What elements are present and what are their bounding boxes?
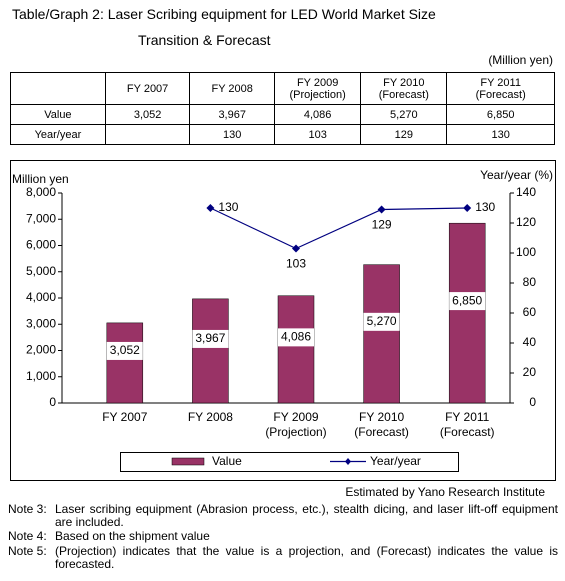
table-cell: 103	[273, 124, 362, 145]
header-cell: FY 2010 (Forecast)	[360, 72, 448, 105]
data-label: 3,967	[195, 331, 225, 345]
marker	[463, 204, 472, 212]
data-label-box	[449, 292, 486, 311]
data-label: 130	[475, 200, 495, 214]
header-line: (Forecast)	[475, 88, 526, 101]
header-line: FY 2009	[296, 76, 339, 89]
y2-tick-label: 140	[516, 185, 536, 199]
header-cell: FY 2009 (Projection)	[273, 72, 362, 105]
table-row: Value 3,052 3,967 4,086 5,270 6,850	[10, 104, 555, 125]
y2-tick-label: 20	[523, 365, 537, 379]
note: Note 4: Based on the shipment value	[8, 530, 558, 543]
marker	[377, 205, 386, 214]
y2-tick-label: 120	[516, 215, 536, 229]
y-axis-label: Million yen	[12, 172, 69, 186]
bar	[363, 264, 400, 404]
bar	[192, 298, 229, 404]
header-line: FY 2010	[383, 76, 425, 89]
bar	[277, 295, 315, 404]
header-cell: FY 2008	[189, 72, 275, 105]
chart-frame	[10, 160, 556, 481]
y-tick-label: 0	[49, 395, 56, 409]
x-tick-label: FY 2007	[102, 410, 147, 424]
table-row: Year/year 130 103 129 130	[10, 124, 555, 145]
line	[210, 207, 468, 250]
title-line: Table/Graph 2: Laser Scribing equipment …	[12, 6, 436, 22]
y-tick-label: 2,000	[26, 343, 56, 357]
note-text: Laser scribing equipment (Abrasion proce…	[55, 502, 558, 529]
legend-label: Value	[212, 454, 242, 468]
x-tick-label: (Projection)	[265, 425, 326, 439]
marker	[292, 244, 300, 253]
legend-swatch	[171, 457, 205, 466]
data-label: 130	[218, 200, 238, 214]
y2-tick-label: 40	[523, 335, 537, 349]
data-table: FY 2007 FY 2008 FY 2009 (Projection) FY 2010…	[10, 72, 555, 145]
data-label-box	[192, 329, 229, 348]
table-cell: 129	[360, 124, 448, 145]
y2-tick-label: 0	[529, 395, 536, 409]
source: Estimated by Yano Research Institute	[345, 485, 545, 499]
data-label: 3,052	[110, 343, 140, 357]
x-tick-label: FY 2009	[273, 410, 318, 424]
note: Note 5: (Projection) indicates that the v…	[8, 545, 558, 571]
note-label: Note 3:	[8, 502, 47, 516]
data-label-box	[106, 341, 143, 360]
x-tick-label: (Forecast)	[354, 425, 409, 439]
x-tick-label: FY 2011	[445, 410, 490, 424]
title-line: Transition & Forecast	[138, 32, 271, 48]
y2-tick-label: 100	[516, 245, 536, 259]
data-label-box	[363, 312, 400, 331]
data-label: 4,086	[281, 330, 311, 344]
corner-cell	[10, 72, 106, 105]
legend	[120, 452, 459, 472]
y-tick-label: 5,000	[26, 264, 56, 278]
y2-axis-label: Year/year (%)	[480, 168, 553, 182]
legend-label: Year/year	[370, 454, 421, 468]
bar	[448, 222, 486, 404]
header-line: (Forecast)	[378, 88, 429, 101]
data-label: 129	[372, 218, 392, 232]
note-text: (Projection) indicates that the value is…	[55, 544, 558, 571]
note-label: Note 5:	[8, 544, 47, 558]
header-line: FY 2007	[126, 82, 169, 95]
chart: Million yen Year/year (%) 0 1,000 2,000 3,0…	[10, 160, 556, 481]
data-label: 6,850	[452, 293, 482, 307]
data-label-box	[278, 328, 314, 347]
y-tick-label: 4,000	[26, 290, 56, 304]
y-tick-label: 3,000	[26, 316, 56, 330]
y2-tick-label: 80	[523, 275, 537, 289]
y-tick-label: 1,000	[26, 369, 56, 383]
y2-tick-label: 60	[523, 305, 537, 319]
data-label: 103	[286, 257, 306, 271]
row-label: Year/year	[10, 124, 106, 145]
note-text: Based on the shipment value	[55, 529, 210, 543]
table-cell: 130	[189, 124, 275, 145]
header-row: FY 2007 FY 2008 FY 2009 (Projection) FY 2010…	[10, 72, 555, 105]
header-line: FY 2008	[211, 82, 253, 95]
x-tick-label: (Forecast)	[440, 425, 495, 439]
y-tick-label: 7,000	[26, 211, 56, 225]
y-tick-label: 6,000	[26, 238, 56, 252]
unit: (Million yen)	[488, 53, 553, 67]
header-line: (Projection)	[289, 88, 346, 101]
x-tick-label: FY 2010	[359, 410, 404, 424]
table-cell: 130	[446, 124, 555, 145]
bar	[106, 322, 144, 404]
legend-marker	[345, 458, 351, 465]
header-line: FY 2011	[480, 76, 521, 89]
data-label: 5,270	[367, 314, 397, 328]
header-cell: FY 2011 (Forecast)	[446, 72, 555, 105]
y-tick-label: 8,000	[26, 185, 56, 199]
note: Note 3: Laser scribing equipment (Abrasio…	[8, 503, 558, 529]
marker	[206, 204, 215, 212]
note-label: Note 4:	[8, 529, 47, 543]
x-tick-label: FY 2008	[188, 410, 233, 424]
